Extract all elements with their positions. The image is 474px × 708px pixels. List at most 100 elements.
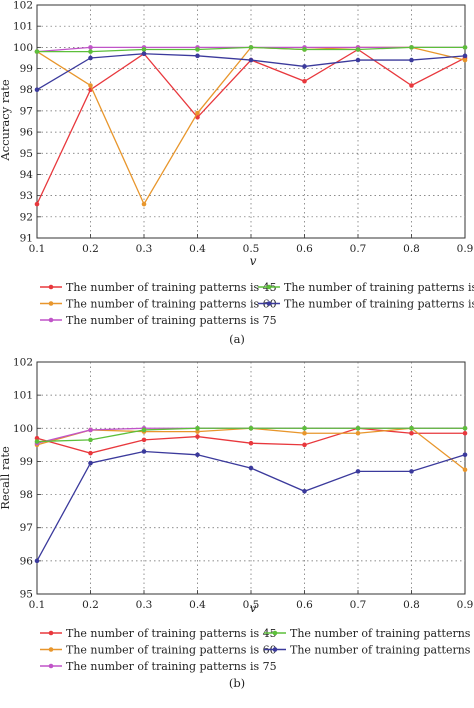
y-tick-label: 98 — [20, 489, 33, 501]
chart-a: 0.1 0.2 0.3 0.4 0.5 0.6 0.7 0.8 0.9 91 92 93 94 95 96 9… — [0, 0, 474, 346]
data-point — [302, 425, 307, 431]
y-axis-label: Recall rate — [0, 446, 12, 510]
data-point — [302, 442, 307, 448]
data-point — [88, 83, 93, 88]
data-point — [34, 439, 40, 444]
legend-swatch-marker — [48, 663, 54, 669]
data-point — [88, 55, 93, 61]
y-tick-label: 99 — [20, 456, 33, 468]
x-tick-label: 0.8 — [403, 599, 420, 611]
data-point — [88, 450, 93, 456]
y-tick-label: 95 — [20, 589, 33, 601]
y-tick-label: 102 — [13, 0, 33, 12]
data-point — [88, 49, 93, 54]
data-point — [141, 47, 147, 52]
legend-swatch-marker — [272, 647, 278, 652]
data-point — [302, 488, 307, 494]
y-tick-label: 102 — [13, 357, 33, 369]
data-point — [195, 434, 200, 439]
data-point — [195, 452, 200, 458]
x-tick-label: 0.9 — [457, 599, 474, 611]
legend-entry: The number of training patterns is 105 — [258, 297, 474, 310]
legend-entry: The number of training patterns is 105 — [264, 643, 474, 656]
data-point — [141, 51, 147, 57]
legend-swatch-marker — [48, 647, 54, 652]
legend-swatch-marker — [48, 317, 54, 323]
legend-label: The number of training patterns is 90 — [284, 281, 474, 294]
legend-label: The number of training patterns is 105 — [290, 643, 474, 656]
data-point — [88, 460, 93, 466]
data-point — [302, 430, 307, 436]
y-tick-label: 95 — [20, 148, 33, 160]
data-point — [409, 469, 414, 474]
data-point — [462, 430, 468, 436]
y-tick-label: 93 — [20, 190, 33, 202]
legend-entry: The number of training patterns is 45 — [40, 627, 277, 640]
y-tick-label: 98 — [20, 84, 33, 96]
data-point — [141, 449, 147, 454]
legend-label: The number of training patterns is 45 — [66, 281, 277, 294]
legend-entry: The number of training patterns is 45 — [40, 281, 277, 294]
y-tick-label: 97 — [20, 522, 33, 534]
x-tick-label: 0.3 — [136, 243, 153, 255]
series-line-0 — [36, 427, 465, 454]
data-point — [302, 47, 307, 52]
data-point — [34, 49, 40, 54]
x-axis-label: v — [250, 601, 257, 615]
y-tick-label: 94 — [20, 169, 34, 181]
y-tick-label: 96 — [20, 127, 34, 139]
legend-label: The number of training patterns is 105 — [284, 297, 474, 310]
x-tick-label: 0.9 — [457, 243, 474, 255]
data-point — [248, 465, 254, 471]
legend-swatch-marker — [48, 301, 54, 306]
data-point — [34, 201, 40, 207]
data-point — [302, 64, 307, 69]
data-point — [355, 430, 361, 436]
data-point — [248, 45, 254, 50]
chart-caption: (b) — [229, 676, 245, 690]
y-tick-label: 100 — [13, 423, 33, 435]
x-tick-label: 0.4 — [189, 243, 206, 255]
y-tick-label: 92 — [20, 211, 33, 223]
data-point — [462, 45, 468, 50]
data-point — [409, 425, 414, 431]
data-point — [462, 452, 468, 458]
legend-label: The number of training patterns is 45 — [66, 627, 277, 640]
data-point — [409, 57, 414, 63]
data-point — [355, 469, 361, 474]
data-point — [355, 47, 361, 52]
legend-entry: The number of training patterns is 90 — [258, 281, 474, 294]
y-tick-label: 91 — [20, 233, 33, 245]
y-tick-label: 96 — [20, 555, 34, 567]
data-point — [409, 45, 414, 50]
legend-entry: The number of training patterns is 90 — [264, 627, 474, 640]
data-point — [462, 425, 468, 431]
data-point — [248, 440, 254, 446]
data-point — [88, 45, 93, 50]
data-point — [34, 558, 40, 564]
legend-label: The number of training patterns is 75 — [66, 314, 277, 327]
data-point — [88, 437, 93, 443]
data-point — [34, 87, 40, 93]
legend-entry: The number of training patterns is 60 — [40, 643, 277, 656]
y-tick-label: 101 — [13, 21, 33, 33]
x-tick-label: 0.2 — [82, 599, 99, 611]
data-point — [34, 435, 40, 441]
data-point — [195, 429, 200, 434]
y-axis-label: Accuracy rate — [0, 79, 12, 162]
x-axis-label: v — [250, 254, 257, 268]
legend-label: The number of training patterns is 90 — [290, 627, 474, 640]
legend-entry: The number of training patterns is 75 — [40, 660, 277, 673]
x-tick-label: 0.2 — [82, 243, 99, 255]
data-point — [462, 57, 468, 63]
legend-label: The number of training patterns is 60 — [66, 297, 277, 310]
data-point — [141, 437, 147, 443]
data-point — [141, 427, 147, 433]
x-tick-label: 0.1 — [29, 243, 46, 255]
legend-swatch-marker — [272, 630, 278, 636]
data-point — [195, 53, 200, 59]
x-tick-label: 0.1 — [29, 599, 46, 611]
legend-swatch-marker — [48, 630, 54, 636]
data-point — [302, 78, 307, 84]
